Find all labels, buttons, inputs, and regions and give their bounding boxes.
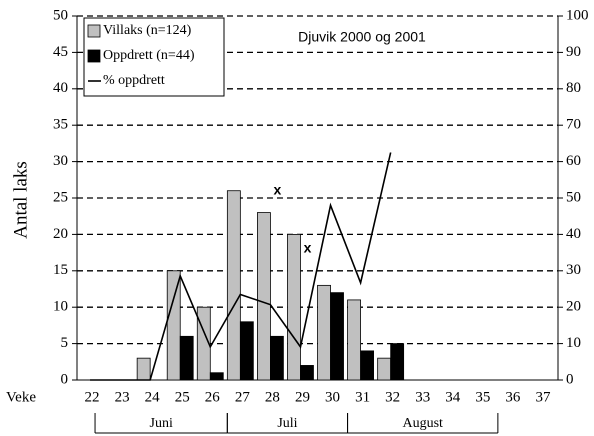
y-tick-label: 15 [53,262,68,278]
legend-swatch [87,24,101,38]
y-tick-label: 5 [61,335,69,351]
bar [300,365,314,381]
y2-tick-label: 30 [566,262,581,278]
y-axis-label: Antal laks [10,161,31,239]
x-tick-label: 35 [475,389,490,405]
y2-tick-label: 0 [566,371,574,387]
y-tick-label: 50 [53,7,68,23]
x-tick-label: 36 [505,389,521,405]
y2-tick-label: 60 [566,153,581,169]
legend-label: Villaks (n=124) [103,23,192,38]
x-axis-label: Veke [6,389,36,405]
bar [287,233,301,381]
y-tick-label: 40 [53,80,68,96]
line [90,152,392,381]
y2-tick-label: 40 [566,226,581,242]
y-tick-label: 30 [53,153,68,169]
y-tick-label: 0 [61,371,69,387]
x-tick-label: 25 [175,389,190,405]
y2-tick-label: 100 [566,7,589,23]
annotation: x [304,240,312,256]
y-tick-label: 10 [53,299,68,315]
y-tick-label: 45 [53,44,68,60]
y-tick-label: 25 [53,189,68,205]
bar [317,284,331,381]
bar [209,372,224,381]
x-tick-label: 23 [115,389,130,405]
legend-box [83,17,225,97]
legend-label: % oppdrett [103,73,165,88]
bar [330,292,344,381]
legend-label: Oppdrett (n=44) [103,48,195,63]
bar [390,343,405,381]
bar [270,335,284,381]
x-tick-label: 26 [205,389,221,405]
y-tick-label: 20 [53,226,68,242]
bar [226,190,241,381]
y-tick-label: 35 [53,117,68,133]
x-tick-label: 27 [235,389,251,405]
x-tick-label: 32 [385,389,400,405]
month-label: August [402,416,443,431]
y2-tick-label: 50 [566,189,581,205]
x-tick-label: 28 [265,389,280,405]
bar [179,335,194,381]
x-tick-label: 29 [295,389,310,405]
x-tick-label: 30 [325,389,340,405]
y2-tick-label: 70 [566,117,581,133]
y2-tick-label: 10 [566,335,581,351]
x-tick-label: 24 [145,389,161,405]
bar [377,357,392,381]
annotation: x [274,181,282,197]
y2-tick-label: 20 [566,299,581,315]
bar [257,212,271,381]
x-tick-label: 33 [415,389,430,405]
bar [136,357,151,381]
chart-title: Djuvik 2000 og 2001 [298,29,426,45]
bar [360,350,374,381]
month-label: Juli [277,416,297,431]
bar [347,299,361,381]
x-tick-label: 22 [85,389,100,405]
legend-swatch [87,49,101,63]
x-tick-label: 37 [535,389,551,405]
y2-tick-label: 90 [566,44,581,60]
month-label: Juni [150,416,173,431]
x-tick-label: 31 [355,389,370,405]
bar [166,270,181,381]
bar [239,321,254,381]
x-tick-label: 34 [445,389,461,405]
y2-tick-label: 80 [566,80,581,96]
